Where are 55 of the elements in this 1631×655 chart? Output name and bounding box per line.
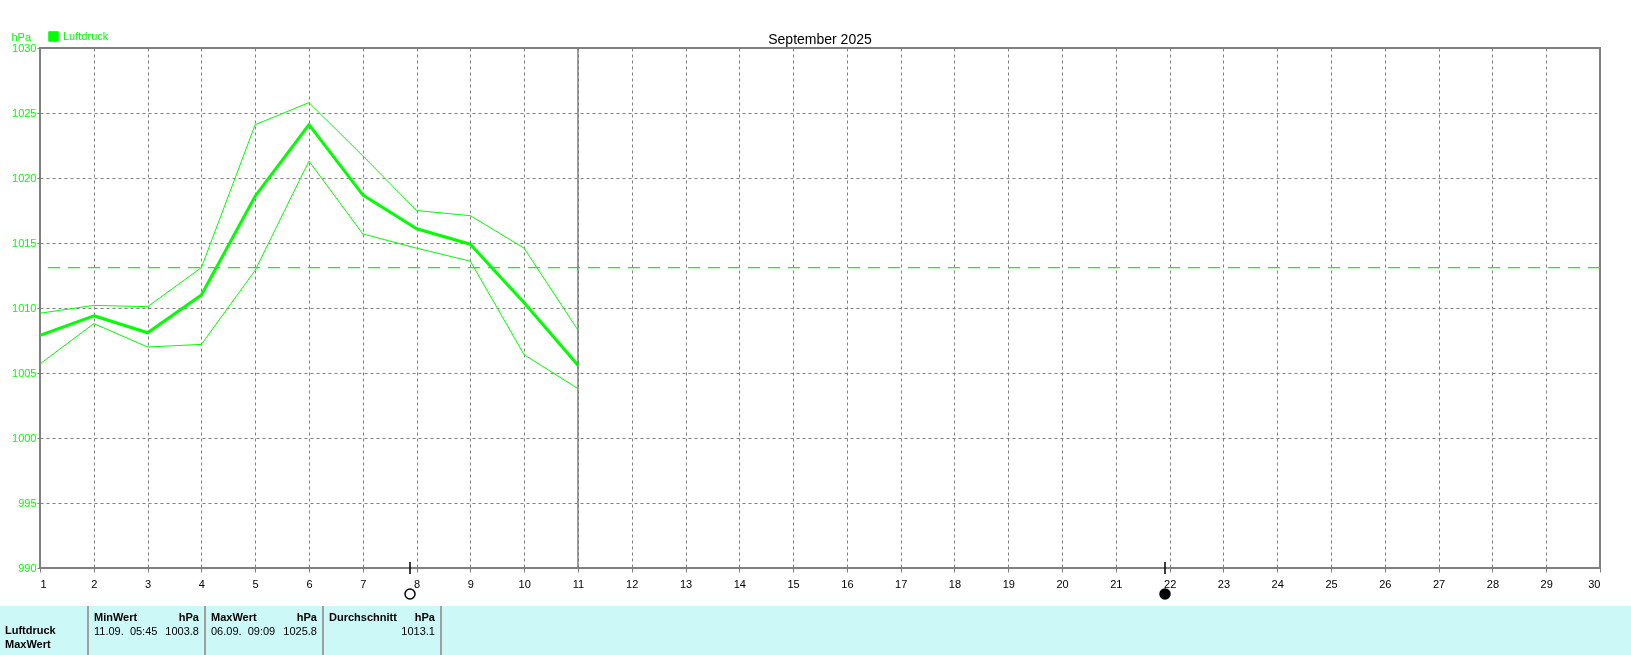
y-tick-label: 1015: [12, 236, 37, 249]
y-tick-label: 1000: [12, 431, 37, 444]
x-tick-label: 12: [626, 577, 639, 590]
x-tick-label: 10: [518, 577, 531, 590]
text: 1013.1: [401, 624, 435, 638]
text: 1003.8: [165, 624, 199, 638]
x-tick-label: 30: [1588, 577, 1601, 590]
x-tick-label: 5: [252, 577, 259, 590]
y-tick-label: 1010: [12, 301, 37, 314]
y-tick-label: 1005: [12, 366, 37, 379]
x-tick-label: 29: [1540, 577, 1553, 590]
text: 06.09. 09:09: [211, 624, 276, 638]
y-axis-title: hPa: [11, 30, 32, 43]
text: 11.09. 05:45: [94, 624, 158, 638]
text: hPa: [414, 610, 435, 624]
x-tick-label: 20: [1056, 577, 1069, 590]
x-tick-label: 4: [198, 577, 205, 590]
x-tick-label: 28: [1486, 577, 1500, 590]
y-tick-label: 1020: [12, 171, 37, 184]
x-tick-label: 23: [1217, 577, 1231, 590]
x-tick-label: 8: [413, 577, 421, 590]
x-tick-label: 18: [948, 577, 962, 590]
text: hPa: [296, 610, 317, 624]
y-tick-label: 1025: [12, 106, 37, 119]
x-tick-label: 11: [572, 577, 585, 590]
text: 1025.8: [283, 624, 317, 638]
x-tick-label: 26: [1379, 577, 1392, 590]
text: MaxWert: [5, 637, 52, 651]
text: MaxWert: [211, 610, 257, 624]
legend-label: Luftdruck: [63, 29, 109, 42]
y-tick-label: 1030: [12, 41, 37, 54]
x-tick-label: 22: [1164, 577, 1177, 590]
x-tick-label: 24: [1271, 577, 1284, 590]
text: Luftdruck: [5, 623, 57, 637]
x-tick-label: 27: [1433, 577, 1446, 590]
x-tick-label: 14: [733, 577, 746, 590]
text: MinWert: [94, 610, 138, 624]
text: hPa: [178, 610, 199, 624]
chart-title: September 2025: [768, 31, 872, 47]
x-tick-label: 9: [467, 577, 474, 590]
x-tick-label: 7: [360, 577, 367, 590]
x-tick-label: 21: [1110, 577, 1123, 590]
x-tick-label: 6: [306, 577, 313, 590]
x-tick-label: 17: [895, 577, 908, 590]
x-tick-label: 2: [91, 577, 98, 590]
text: Durchschnitt: [329, 610, 397, 624]
y-tick-label: 990: [18, 561, 37, 574]
x-tick-label: 3: [145, 577, 152, 590]
x-tick-label: 25: [1325, 577, 1338, 590]
x-tick-label: 19: [1002, 577, 1015, 590]
x-tick-label: 13: [679, 577, 693, 590]
y-tick-label: 995: [18, 496, 37, 509]
x-tick-label: 15: [787, 577, 800, 590]
x-tick-label: 16: [841, 577, 854, 590]
x-tick-label: 1: [40, 577, 47, 590]
